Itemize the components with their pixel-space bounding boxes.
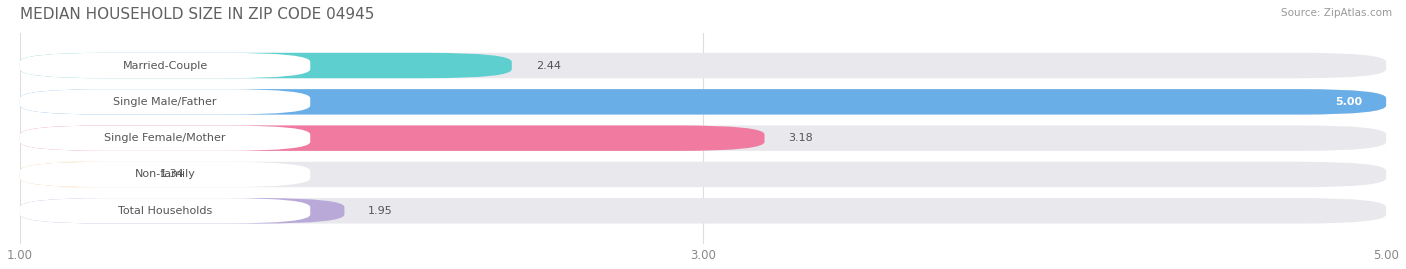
Text: 2.44: 2.44 [536,61,561,70]
FancyBboxPatch shape [20,89,1386,115]
FancyBboxPatch shape [20,125,765,151]
FancyBboxPatch shape [20,53,1386,78]
FancyBboxPatch shape [20,198,311,224]
Text: Single Male/Father: Single Male/Father [114,97,217,107]
FancyBboxPatch shape [20,162,1386,187]
Text: 5.00: 5.00 [1336,97,1362,107]
Text: Source: ZipAtlas.com: Source: ZipAtlas.com [1281,8,1392,18]
Text: MEDIAN HOUSEHOLD SIZE IN ZIP CODE 04945: MEDIAN HOUSEHOLD SIZE IN ZIP CODE 04945 [20,7,374,22]
FancyBboxPatch shape [20,53,311,78]
FancyBboxPatch shape [20,89,1386,115]
FancyBboxPatch shape [20,198,1386,224]
Text: Non-family: Non-family [135,169,195,179]
FancyBboxPatch shape [20,125,1386,151]
Text: 1.34: 1.34 [160,169,184,179]
Text: 1.95: 1.95 [368,206,394,216]
Text: Total Households: Total Households [118,206,212,216]
FancyBboxPatch shape [20,162,311,187]
FancyBboxPatch shape [20,162,136,187]
Text: Single Female/Mother: Single Female/Mother [104,133,226,143]
FancyBboxPatch shape [20,89,311,115]
Text: Married-Couple: Married-Couple [122,61,208,70]
FancyBboxPatch shape [20,53,512,78]
FancyBboxPatch shape [20,198,344,224]
Text: 3.18: 3.18 [789,133,813,143]
FancyBboxPatch shape [20,125,311,151]
